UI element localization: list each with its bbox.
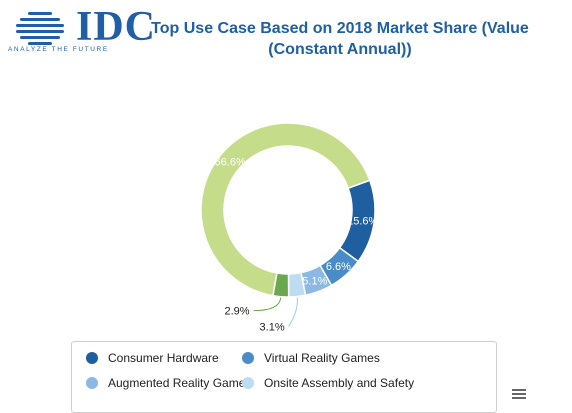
leader-line-4 [253,297,282,312]
idc-logo: IDC ANALYZE THE FUTURE [8,4,155,54]
legend-item-virtual-reality-games[interactable]: Virtual Reality Games [242,350,380,366]
legend-label: Consumer Hardware [108,351,219,365]
slice-data-label-1: 6.6% [326,261,351,273]
slice-data-label-4: 2.9% [225,306,250,318]
legend-item-onsite-assembly-and-safety[interactable]: Onsite Assembly and Safety [242,375,414,391]
leader-line-3 [288,297,298,327]
logo-text: IDC [76,4,157,50]
chart-title-line-2: (Constant Annual)) [268,41,412,58]
legend-item-augmented-reality-games[interactable]: Augmented Reality Games [86,375,251,391]
chart-title: Top Use Case Based on 2018 Market Share … [140,18,540,60]
legend-swatch [86,352,98,364]
slice-data-label-0: 15.6% [347,216,378,228]
hamburger-menu-icon[interactable] [512,389,526,399]
legend-label: Virtual Reality Games [264,351,380,365]
legend-swatch [242,377,254,389]
globe-icon [16,12,64,45]
chart-legend: Consumer Hardware Virtual Reality Games … [71,341,497,413]
legend-item-consumer-hardware[interactable]: Consumer Hardware [86,350,219,366]
logo-tagline: ANALYZE THE FUTURE [8,46,109,53]
chart-title-line-1: Top Use Case Based on 2018 Market Share … [151,20,529,37]
donut-slice-5[interactable] [200,122,371,297]
legend-label: Augmented Reality Games [108,376,252,390]
slice-data-label-2: 5.1% [302,276,327,288]
legend-swatch [86,377,98,389]
donut-chart: 15.6% 6.6% 5.1% 3.1% 2.9% 66.6% [200,122,378,334]
legend-label: Onsite Assembly and Safety [264,376,415,390]
slice-data-label-3: 3.1% [260,321,285,333]
slice-data-label-5: 66.6% [215,156,246,168]
legend-swatch [242,352,254,364]
